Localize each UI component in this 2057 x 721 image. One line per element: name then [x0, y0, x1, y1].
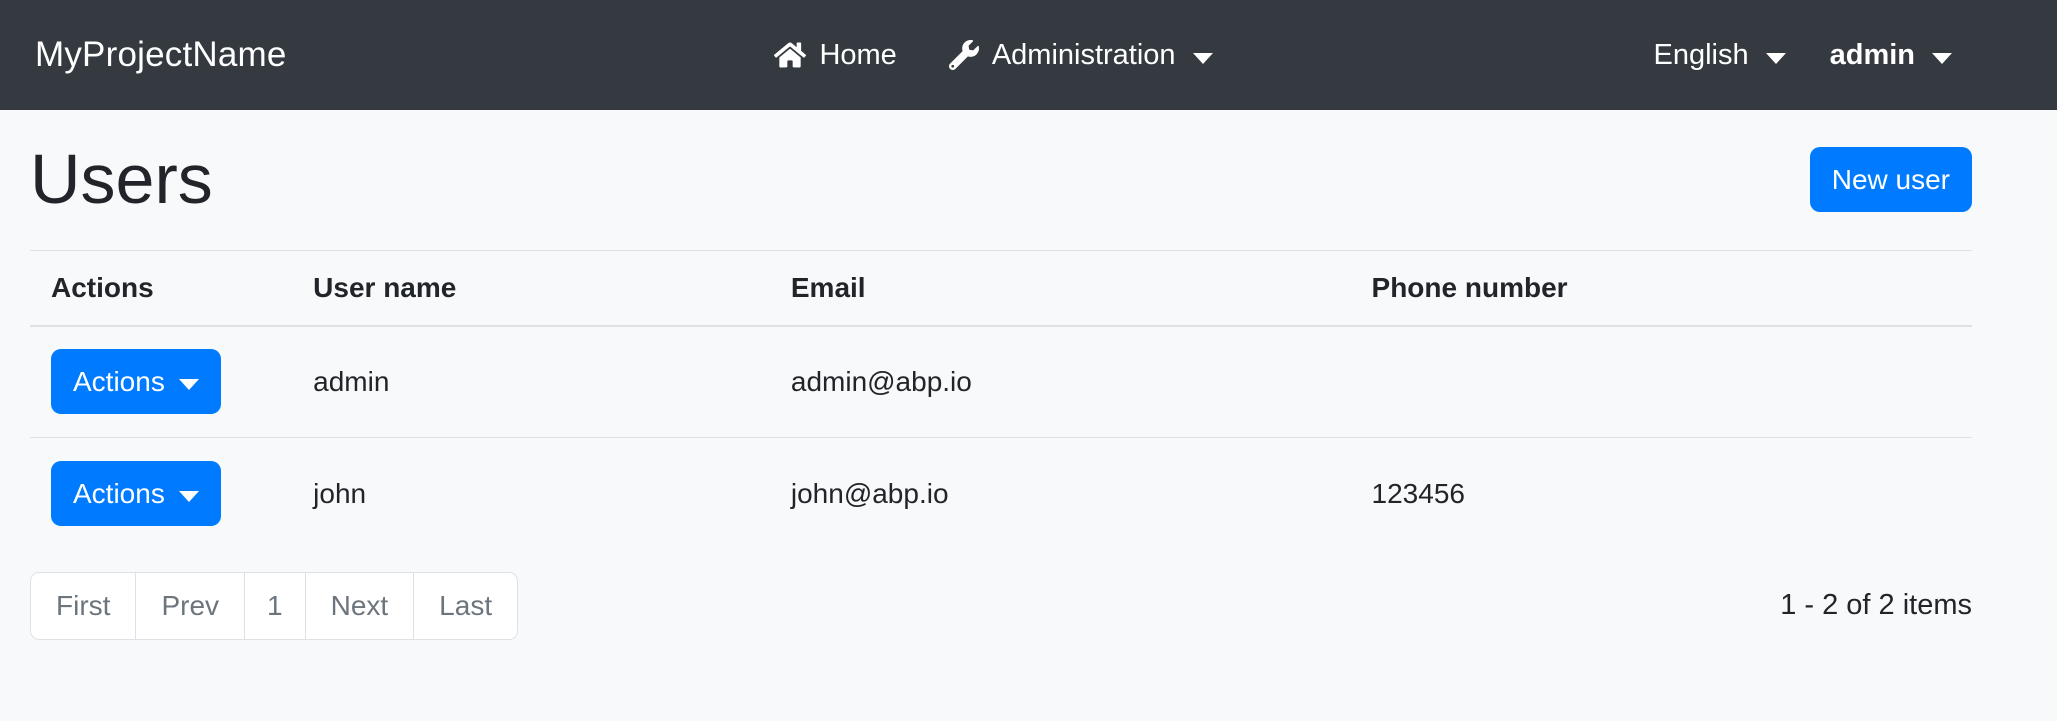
header-row: Actions User name Email Phone number: [30, 249, 1972, 327]
chevron-down-icon: [1765, 52, 1786, 64]
nav-item-home-label: Home: [819, 38, 897, 71]
table-footer: First Prev 1 Next Last 1 - 2 of 2 items: [30, 571, 1972, 640]
actions-cell: Actions: [30, 325, 293, 438]
user-name-cell: john: [292, 437, 770, 550]
column-header-email: Email: [769, 249, 1351, 327]
row-actions-button[interactable]: Actions: [51, 349, 221, 415]
page-header: Users New user: [30, 136, 1972, 224]
items-summary: 1 - 2 of 2 items: [1780, 589, 1972, 621]
nav-item-administration-label: Administration: [991, 38, 1176, 71]
brand-link[interactable]: MyProjectName: [35, 35, 287, 74]
phone-cell: 123456: [1350, 437, 1972, 550]
actions-cell: Actions: [30, 437, 293, 550]
chevron-down-icon: [1932, 52, 1953, 64]
row-actions-label: Actions: [73, 365, 165, 397]
home-icon: [774, 40, 807, 70]
chevron-down-icon: [1192, 52, 1213, 64]
user-label: admin: [1829, 38, 1916, 71]
pagination-prev-button[interactable]: Prev: [135, 571, 246, 640]
table-row: Actions admin admin@abp.io: [30, 325, 1972, 438]
user-dropdown[interactable]: admin: [1829, 38, 1953, 72]
table-row: Actions john john@abp.io 123456: [30, 437, 1972, 550]
navbar-brand-area: MyProjectName: [35, 35, 774, 75]
language-label: English: [1653, 38, 1749, 71]
top-navbar: MyProjectName Home Administration Englis…: [0, 0, 2057, 110]
language-dropdown[interactable]: English: [1653, 38, 1786, 72]
email-cell: admin@abp.io: [769, 325, 1351, 438]
chevron-down-icon: [178, 491, 199, 503]
navbar-right: English admin: [1213, 38, 1953, 72]
pagination: First Prev 1 Next Last: [30, 571, 519, 640]
pagination-last-button[interactable]: Last: [413, 571, 519, 640]
users-table: Actions User name Email Phone number Act…: [30, 249, 1972, 550]
email-cell: john@abp.io: [769, 437, 1351, 550]
users-table-head: Actions User name Email Phone number: [30, 249, 1972, 327]
nav-item-home[interactable]: Home: [774, 38, 897, 72]
phone-cell: [1350, 325, 1972, 438]
main-content: Users New user Actions User name Email P…: [0, 136, 2057, 640]
user-name-cell: admin: [292, 325, 770, 438]
column-header-actions: Actions: [30, 249, 293, 327]
main-menu: Home Administration: [774, 38, 1213, 72]
users-table-body: Actions admin admin@abp.io Actions john …: [30, 325, 1972, 550]
row-actions-label: Actions: [73, 477, 165, 509]
pagination-next-button[interactable]: Next: [304, 571, 415, 640]
row-actions-button[interactable]: Actions: [51, 461, 221, 527]
page-title: Users: [30, 140, 213, 218]
wrench-icon: [948, 40, 979, 70]
nav-item-administration[interactable]: Administration: [948, 38, 1213, 72]
chevron-down-icon: [178, 379, 199, 391]
pagination-page-1-button[interactable]: 1: [244, 571, 306, 640]
column-header-user-name: User name: [292, 249, 770, 327]
column-header-phone-number: Phone number: [1350, 249, 1972, 327]
pagination-first-button[interactable]: First: [30, 571, 137, 640]
new-user-button[interactable]: New user: [1809, 147, 1972, 213]
